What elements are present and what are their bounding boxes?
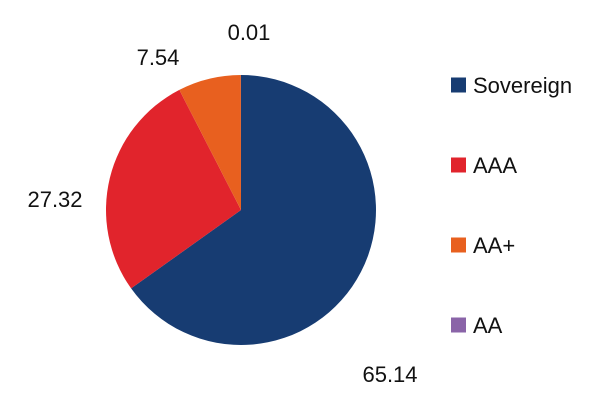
pie-slice-sovereign (131, 75, 376, 346)
legend-label-aa: AA+ (473, 233, 515, 258)
legend-label-aa: AA (473, 313, 503, 338)
legend-swatch-sovereign (451, 77, 466, 93)
pie-slice-aa (179, 75, 241, 210)
value-label-aa: 0.01 (228, 20, 271, 45)
legend: Sovereign AAA AA+ AA (451, 73, 572, 338)
value-label-sovereign: 65.14 (362, 362, 417, 387)
value-label-aaa: 27.32 (27, 187, 82, 212)
pie-value-labels: 65.14 27.32 7.54 0.01 (27, 20, 417, 387)
value-label-aa: 7.54 (137, 45, 180, 70)
legend-swatch-aaa (451, 157, 466, 173)
pie-slices (106, 75, 376, 346)
legend-label-sovereign: Sovereign (473, 73, 572, 98)
legend-label-aaa: AAA (473, 153, 517, 178)
legend-swatch-aa (451, 237, 466, 253)
legend-swatch-aa (451, 317, 466, 333)
pie-slice-aaa (106, 89, 241, 289)
